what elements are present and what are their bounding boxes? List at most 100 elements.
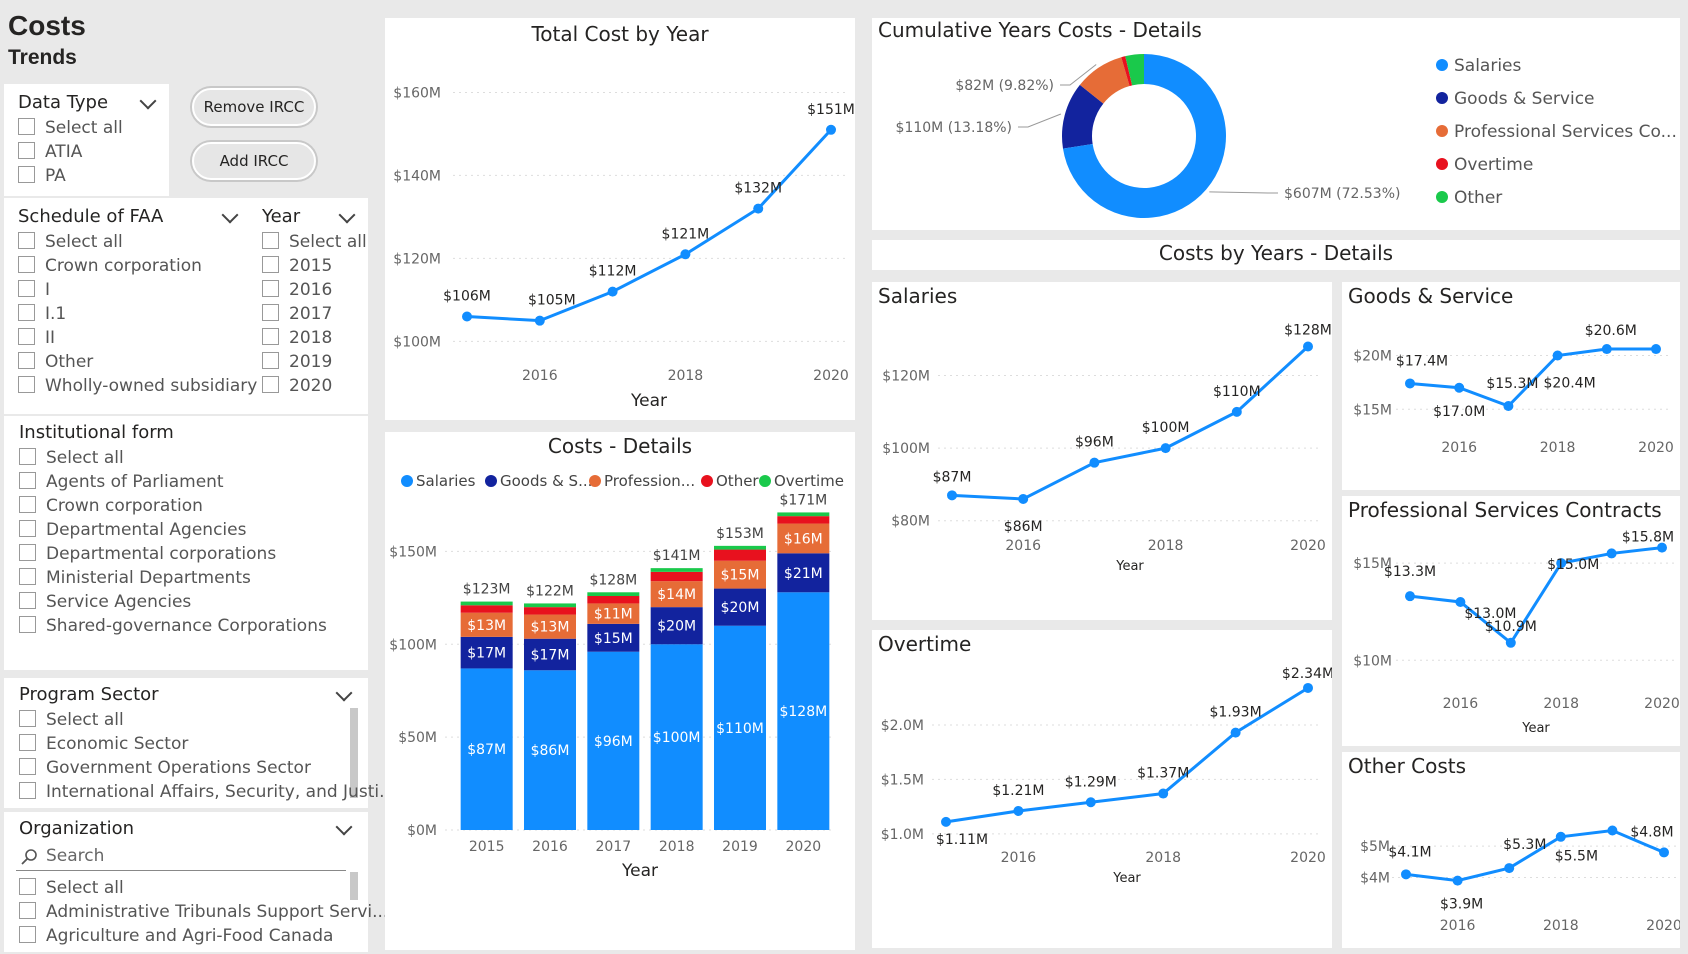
data-label: $20.4M: [1544, 376, 1596, 392]
scrollbar[interactable]: [350, 872, 358, 900]
checkbox[interactable]: [18, 352, 35, 369]
data-label: $151M: [807, 102, 855, 118]
chart-title: Goods & Service: [1348, 284, 1514, 308]
checkbox[interactable]: [19, 926, 36, 943]
checkbox[interactable]: [262, 328, 279, 345]
data-point: [1504, 863, 1515, 874]
slicer-option[interactable]: Select all: [18, 118, 123, 138]
slicer-option[interactable]: Service Agencies: [19, 592, 191, 612]
slicer-option[interactable]: Select all: [19, 878, 124, 898]
checkbox[interactable]: [19, 902, 36, 919]
slicer-option[interactable]: Ministerial Departments: [19, 568, 251, 588]
checkbox[interactable]: [19, 734, 36, 751]
slicer-option[interactable]: Agriculture and Agri-Food Canada: [19, 926, 333, 946]
bar-label: $20M: [721, 600, 760, 616]
leader-line: [1209, 191, 1278, 194]
option-label: Select all: [45, 118, 123, 138]
data-point: [1231, 406, 1242, 417]
checkbox[interactable]: [19, 592, 36, 609]
slicer-option[interactable]: Select all: [18, 232, 123, 252]
slicer-option[interactable]: 2020: [262, 376, 332, 396]
slicer-option[interactable]: PA: [18, 166, 66, 186]
checkbox[interactable]: [262, 352, 279, 369]
checkbox[interactable]: [18, 118, 35, 135]
checkbox[interactable]: [19, 568, 36, 585]
chevron-down-icon[interactable]: [335, 818, 353, 836]
slicer-option[interactable]: Government Operations Sector: [19, 758, 311, 778]
slicer-option[interactable]: Economic Sector: [19, 734, 188, 754]
checkbox[interactable]: [18, 376, 35, 393]
checkbox[interactable]: [18, 232, 35, 249]
checkbox[interactable]: [18, 166, 35, 183]
slicer-option[interactable]: 2016: [262, 280, 332, 300]
slicer-option[interactable]: Select all: [262, 232, 367, 252]
legend-label: Overtime: [774, 472, 844, 490]
x-tick-label: 2015: [469, 839, 505, 855]
data-point: [462, 311, 472, 322]
data-point: [1013, 805, 1024, 816]
option-label: 2017: [289, 304, 333, 324]
checkbox[interactable]: [262, 280, 279, 297]
option-label: Government Operations Sector: [46, 758, 311, 778]
slicer-option[interactable]: II: [18, 328, 55, 348]
checkbox[interactable]: [19, 878, 36, 895]
bar-segment: [524, 638, 576, 671]
checkbox[interactable]: [18, 256, 35, 273]
checkbox[interactable]: [19, 448, 36, 465]
add-ircc-button[interactable]: Add IRCC: [192, 142, 316, 180]
checkbox[interactable]: [18, 280, 35, 297]
data-point: [1160, 443, 1171, 454]
checkbox[interactable]: [262, 232, 279, 249]
checkbox[interactable]: [262, 376, 279, 393]
slicer-option[interactable]: Departmental Agencies: [19, 520, 246, 540]
slicer-option[interactable]: Crown corporation: [18, 256, 202, 276]
checkbox[interactable]: [18, 328, 35, 345]
slicer-option[interactable]: 2019: [262, 352, 332, 372]
chevron-down-icon[interactable]: [221, 206, 239, 224]
checkbox[interactable]: [19, 758, 36, 775]
organization-search-input[interactable]: Search: [46, 846, 105, 866]
cumulative-panel: Cumulative Years Costs - Details $607M (…: [872, 18, 1680, 230]
slicer-option[interactable]: Select all: [19, 448, 124, 468]
checkbox[interactable]: [18, 142, 35, 159]
chevron-down-icon[interactable]: [139, 92, 157, 110]
scrollbar[interactable]: [350, 708, 358, 798]
bar-segment: [777, 553, 830, 593]
slicer-option[interactable]: Other: [18, 352, 93, 372]
slicer-option[interactable]: Select all: [19, 710, 124, 730]
slicer-option[interactable]: 2015: [262, 256, 332, 276]
slicer-option[interactable]: 2018: [262, 328, 332, 348]
checkbox[interactable]: [19, 616, 36, 633]
remove-ircc-button[interactable]: Remove IRCC: [192, 88, 316, 126]
bar-segment: [460, 612, 513, 637]
option-label: 2018: [289, 328, 333, 348]
data-label: $4.1M: [1388, 844, 1431, 860]
slicer-option[interactable]: Crown corporation: [19, 496, 203, 516]
slicer-option[interactable]: Agents of Parliament: [19, 472, 224, 492]
slicer-option[interactable]: 2017: [262, 304, 332, 324]
slicer-option[interactable]: International Affairs, Security, and Jus…: [19, 782, 395, 802]
legend-label: Goods & Service: [1454, 89, 1595, 109]
total-label: $128M: [589, 572, 637, 588]
slicer-option[interactable]: ATIA: [18, 142, 82, 162]
checkbox[interactable]: [19, 472, 36, 489]
bar-segment: [714, 560, 766, 589]
slicer-option[interactable]: Departmental corporations: [19, 544, 276, 564]
checkbox[interactable]: [262, 256, 279, 273]
bar-segment: [587, 603, 640, 624]
slicer-option[interactable]: Wholly-owned subsidiary: [18, 376, 257, 396]
checkbox[interactable]: [18, 304, 35, 321]
checkbox[interactable]: [19, 496, 36, 513]
bar-segment: [587, 651, 640, 830]
checkbox[interactable]: [262, 304, 279, 321]
slicer-option[interactable]: Shared-governance Corporations: [19, 616, 327, 636]
checkbox[interactable]: [19, 520, 36, 537]
checkbox[interactable]: [19, 782, 36, 799]
checkbox[interactable]: [19, 710, 36, 727]
slicer-option[interactable]: I: [18, 280, 50, 300]
slicer-option[interactable]: I.1: [18, 304, 66, 324]
slicer-option[interactable]: Administrative Tribunals Support Servi..…: [19, 902, 388, 922]
chevron-down-icon[interactable]: [335, 684, 353, 702]
chevron-down-icon[interactable]: [338, 206, 356, 224]
checkbox[interactable]: [19, 544, 36, 561]
